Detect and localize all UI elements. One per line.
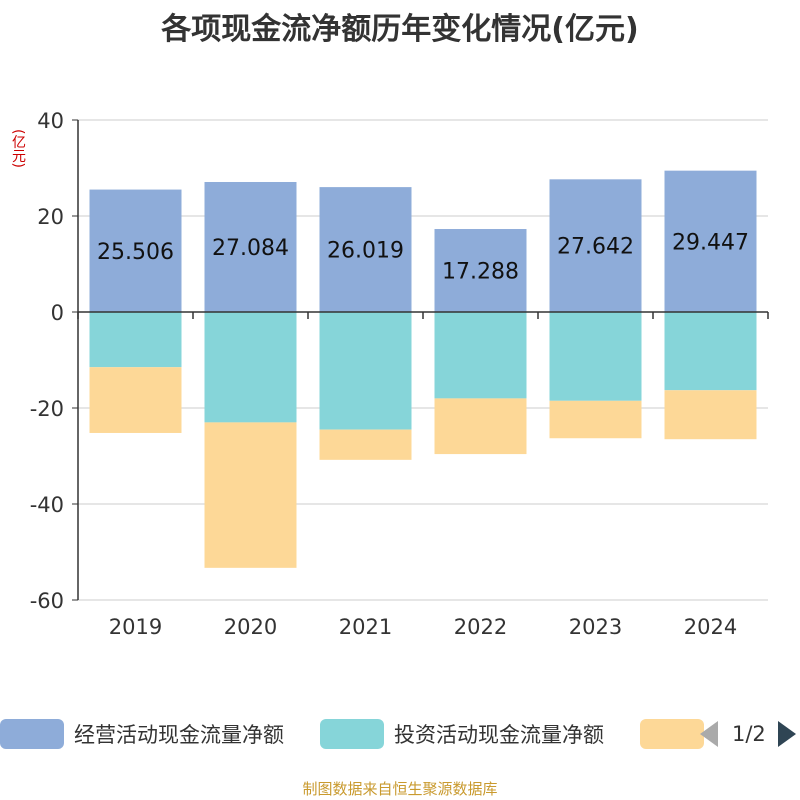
- bar-group: [89, 170, 757, 568]
- chart-title: 各项现金流净额历年变化情况(亿元): [161, 12, 639, 47]
- bar-2-2020: [204, 312, 297, 423]
- x-tick-label: 2023: [569, 615, 622, 639]
- bar-3-2020: [204, 422, 297, 568]
- bar-3-2023: [549, 400, 642, 439]
- legend-swatch-financing: [640, 719, 704, 749]
- bar-2-2019: [89, 312, 182, 368]
- source-note: 制图数据来自恒生聚源数据库: [302, 780, 498, 798]
- legend-item-financing[interactable]: [640, 718, 714, 750]
- legend-page-indicator: 1/2: [732, 722, 766, 746]
- legend-swatch-investing: [320, 719, 384, 749]
- bar-1-2021: [319, 187, 412, 312]
- legend-item-operating[interactable]: 经营活动现金流量净额: [0, 718, 284, 750]
- bar-1-2024: [664, 170, 757, 312]
- bar-2-2023: [549, 312, 642, 401]
- legend-label-operating: 经营活动现金流量净额: [74, 723, 284, 747]
- bar-value-label: 25.506: [97, 240, 174, 265]
- legend: 经营活动现金流量净额 投资活动现金流量净额 1/2: [0, 716, 800, 756]
- legend-prev-arrow-icon[interactable]: [700, 721, 718, 747]
- y-tick-label: -20: [30, 397, 64, 421]
- bar-1-2020: [204, 181, 297, 312]
- bar-value-label: 27.642: [557, 235, 634, 260]
- data-labels: 25.506 27.084 26.019 17.288 27.642 29.447: [97, 230, 749, 284]
- x-tick-label: 2020: [224, 615, 277, 639]
- x-tick-label: 2021: [339, 615, 392, 639]
- bar-1-2023: [549, 179, 642, 312]
- bar-1-2022: [434, 229, 527, 312]
- bar-2-2022: [434, 312, 527, 399]
- bar-3-2022: [434, 398, 527, 455]
- legend-swatch-operating: [0, 719, 64, 749]
- y-tick-label: -40: [30, 493, 64, 517]
- bar-2-2024: [664, 312, 757, 391]
- x-tick-label: 2019: [109, 615, 162, 639]
- legend-item-investing[interactable]: 投资活动现金流量净额: [320, 718, 604, 750]
- bar-value-label: 26.019: [327, 239, 404, 264]
- grid-lines: [78, 119, 768, 601]
- bar-value-label: 27.084: [212, 236, 289, 261]
- y-tick-label: 0: [51, 301, 64, 325]
- y-tick-label: 40: [37, 109, 64, 133]
- x-tick-label: 2022: [454, 615, 507, 639]
- bar-1-2019: [89, 189, 182, 312]
- bar-3-2021: [319, 429, 412, 460]
- bar-3-2024: [664, 390, 757, 440]
- legend-label-investing: 投资活动现金流量净额: [394, 723, 604, 747]
- y-tick-label: 20: [37, 205, 64, 229]
- chart-canvas: 40 20 0 -20 -40 -60 2019 2020 2021 2022 2023 2024 2…: [30, 109, 769, 639]
- y-axis-unit: (亿元): [10, 128, 26, 168]
- bar-2-2021: [319, 312, 412, 430]
- bar-value-label: 17.288: [442, 260, 519, 285]
- legend-pager: 1/2: [700, 718, 796, 750]
- legend-next-arrow-icon[interactable]: [777, 721, 796, 747]
- bar-value-label: 29.447: [672, 230, 749, 255]
- y-tick-label: -60: [30, 589, 64, 613]
- axes: 40 20 0 -20 -40 -60 2019 2020 2021 2022 2023 2024: [30, 109, 769, 639]
- x-tick-label: 2024: [684, 615, 737, 639]
- bar-3-2019: [89, 367, 182, 433]
